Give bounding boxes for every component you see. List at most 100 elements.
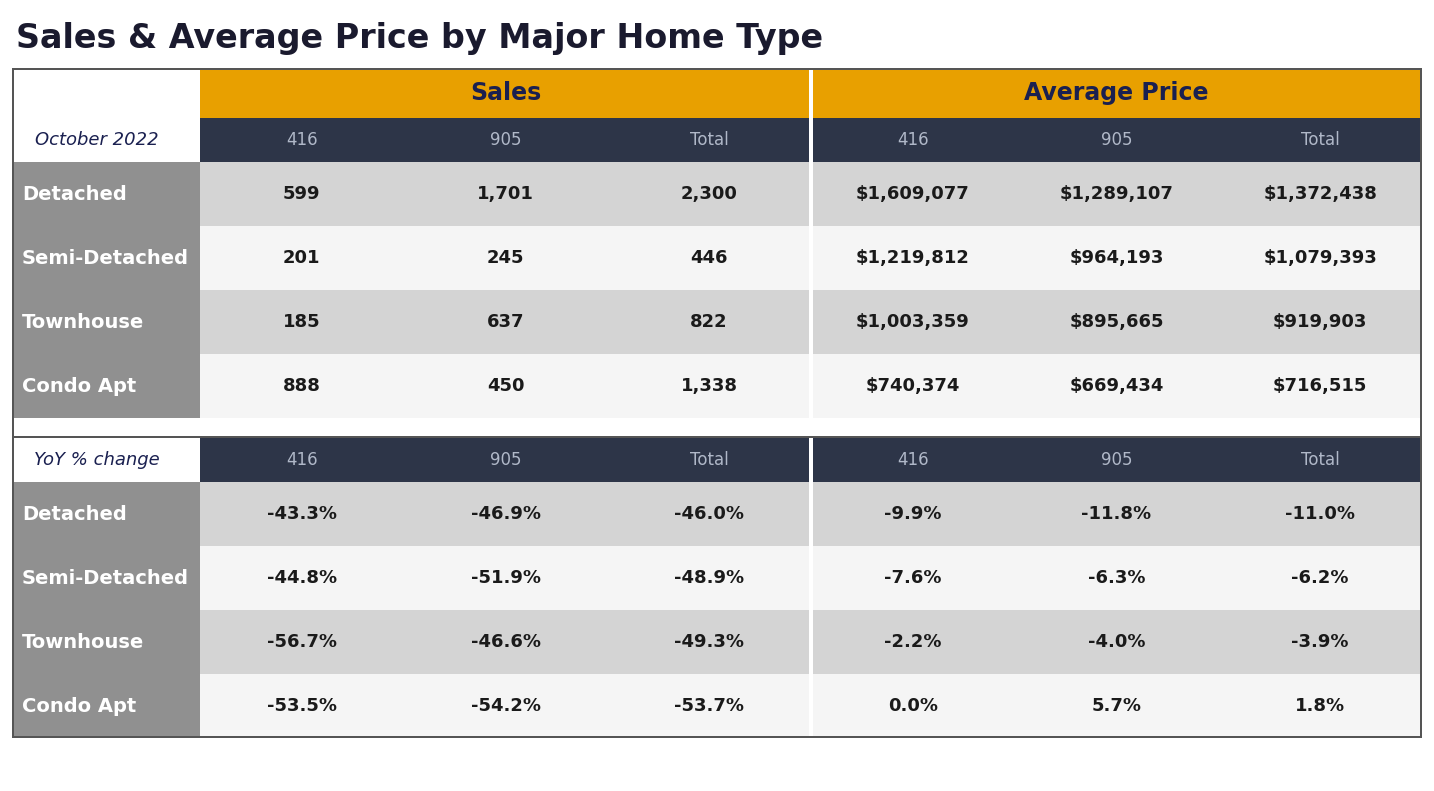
Bar xyxy=(199,162,403,226)
Text: Semi-Detached: Semi-Detached xyxy=(22,248,189,267)
Bar xyxy=(1015,610,1219,674)
Text: 1,338: 1,338 xyxy=(681,377,737,395)
Bar xyxy=(199,438,403,482)
Text: -7.6%: -7.6% xyxy=(885,569,942,587)
Text: Total: Total xyxy=(1301,131,1339,149)
Text: -3.9%: -3.9% xyxy=(1292,633,1349,651)
Bar xyxy=(1219,162,1423,226)
Text: Townhouse: Townhouse xyxy=(22,312,145,331)
Text: $964,193: $964,193 xyxy=(1070,249,1163,267)
Text: October 2022: October 2022 xyxy=(34,131,158,149)
Text: 888: 888 xyxy=(282,377,321,395)
Bar xyxy=(809,354,813,418)
Bar xyxy=(403,226,608,290)
Text: 5.7%: 5.7% xyxy=(1091,697,1141,715)
Bar xyxy=(809,438,813,482)
Bar xyxy=(1015,482,1219,546)
Bar xyxy=(11,546,199,610)
Text: -46.9%: -46.9% xyxy=(470,505,541,523)
Bar xyxy=(199,290,403,354)
Text: $895,665: $895,665 xyxy=(1070,313,1164,331)
Bar xyxy=(809,610,813,674)
Bar xyxy=(608,546,812,610)
Text: Total: Total xyxy=(690,131,728,149)
Bar xyxy=(1219,674,1423,738)
Text: -11.0%: -11.0% xyxy=(1285,505,1355,523)
Text: $1,289,107: $1,289,107 xyxy=(1060,185,1173,203)
Bar xyxy=(608,482,812,546)
Text: Total: Total xyxy=(690,451,728,469)
Text: 245: 245 xyxy=(486,249,525,267)
Bar xyxy=(11,68,1423,70)
Text: YoY % change: YoY % change xyxy=(34,451,159,469)
Bar xyxy=(11,736,1423,738)
Bar xyxy=(1219,290,1423,354)
Text: Condo Apt: Condo Apt xyxy=(22,377,136,396)
Bar xyxy=(403,482,608,546)
Bar xyxy=(608,162,812,226)
Bar xyxy=(199,546,403,610)
Bar xyxy=(11,436,1423,438)
Text: -46.6%: -46.6% xyxy=(470,633,541,651)
Text: Detached: Detached xyxy=(22,184,126,203)
Bar xyxy=(199,68,812,118)
Text: -56.7%: -56.7% xyxy=(267,633,337,651)
Text: 599: 599 xyxy=(282,185,321,203)
Bar xyxy=(1015,438,1219,482)
Bar xyxy=(403,290,608,354)
Bar xyxy=(1219,354,1423,418)
Bar xyxy=(812,674,1015,738)
Text: 905: 905 xyxy=(1101,451,1133,469)
Bar xyxy=(1015,674,1219,738)
Text: -9.9%: -9.9% xyxy=(885,505,942,523)
Text: -46.0%: -46.0% xyxy=(674,505,744,523)
Bar xyxy=(608,438,812,482)
Bar xyxy=(1219,610,1423,674)
Text: -6.2%: -6.2% xyxy=(1292,569,1349,587)
Bar xyxy=(199,482,403,546)
Text: Townhouse: Townhouse xyxy=(22,633,145,652)
Bar xyxy=(11,354,199,418)
Bar xyxy=(11,162,199,226)
Bar xyxy=(1015,290,1219,354)
Bar xyxy=(1219,226,1423,290)
Bar xyxy=(1015,162,1219,226)
Bar xyxy=(199,118,403,162)
Text: 450: 450 xyxy=(486,377,525,395)
Text: -49.3%: -49.3% xyxy=(674,633,744,651)
Bar xyxy=(403,162,608,226)
Bar xyxy=(812,162,1015,226)
Bar xyxy=(199,226,403,290)
Bar xyxy=(608,354,812,418)
Bar xyxy=(809,290,813,354)
Text: 416: 416 xyxy=(898,451,929,469)
Text: Semi-Detached: Semi-Detached xyxy=(22,569,189,588)
Bar xyxy=(199,674,403,738)
Text: Sales & Average Price by Major Home Type: Sales & Average Price by Major Home Type xyxy=(16,21,823,55)
Bar xyxy=(199,610,403,674)
Text: $919,903: $919,903 xyxy=(1273,313,1368,331)
Bar xyxy=(812,482,1015,546)
Bar xyxy=(1015,354,1219,418)
Bar xyxy=(11,290,199,354)
Bar xyxy=(11,610,199,674)
Bar xyxy=(11,482,199,546)
Bar xyxy=(403,354,608,418)
Text: 1,701: 1,701 xyxy=(478,185,533,203)
Bar xyxy=(812,610,1015,674)
Text: 2,300: 2,300 xyxy=(681,185,737,203)
Text: $1,372,438: $1,372,438 xyxy=(1263,185,1377,203)
Bar xyxy=(809,226,813,290)
Bar xyxy=(1015,226,1219,290)
Text: 637: 637 xyxy=(486,313,525,331)
Text: Average Price: Average Price xyxy=(1024,81,1209,105)
Text: Total: Total xyxy=(1301,451,1339,469)
Bar xyxy=(403,546,608,610)
Text: 0.0%: 0.0% xyxy=(888,697,938,715)
Text: 201: 201 xyxy=(282,249,321,267)
Bar xyxy=(608,226,812,290)
Bar xyxy=(403,118,608,162)
Text: $669,434: $669,434 xyxy=(1070,377,1163,395)
Bar xyxy=(1219,482,1423,546)
Bar xyxy=(809,118,813,162)
